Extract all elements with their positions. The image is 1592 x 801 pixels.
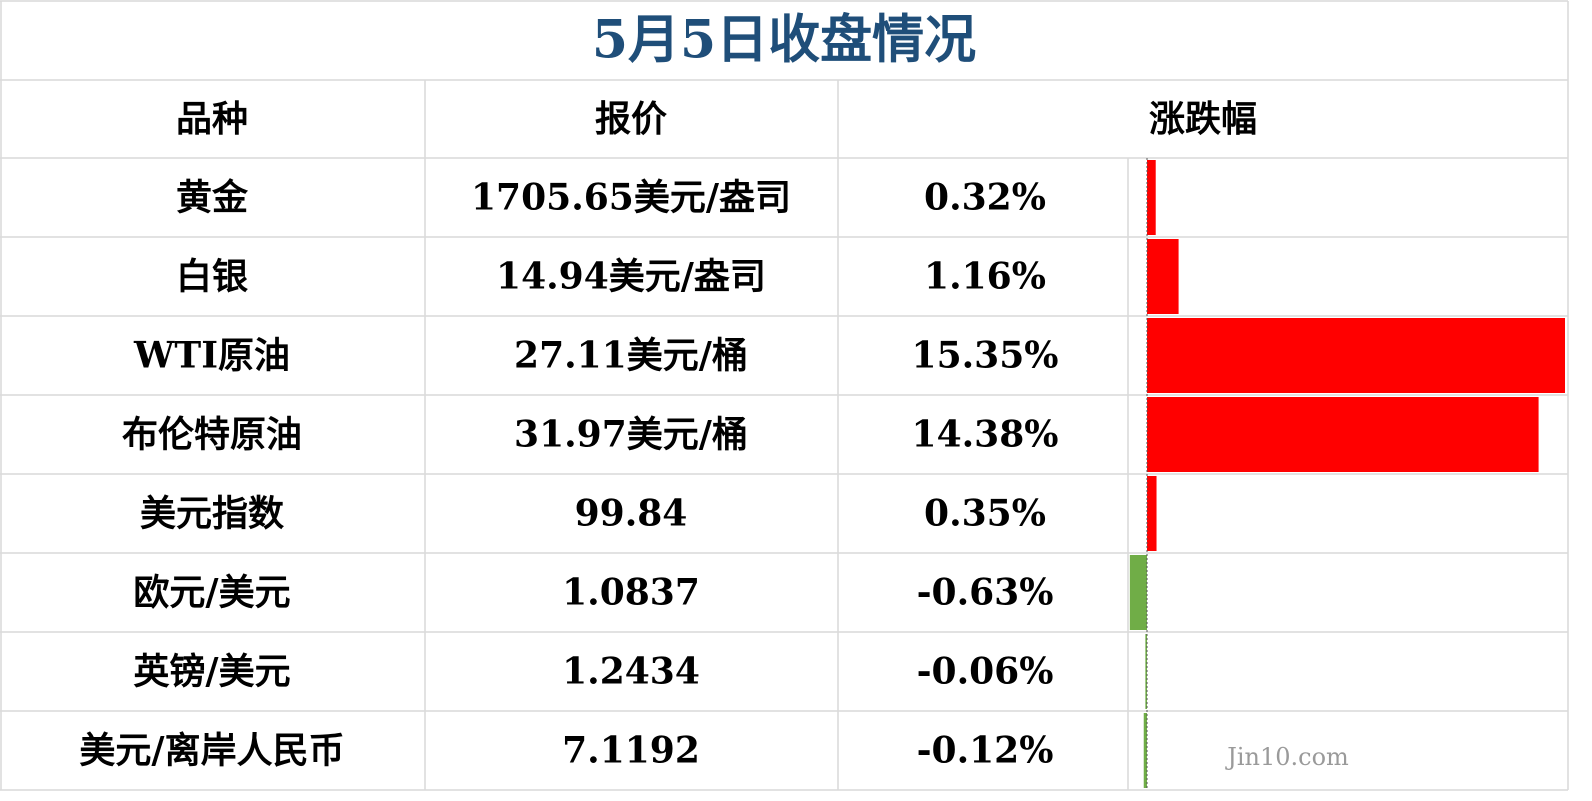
change-label: 0.35%: [924, 493, 1046, 535]
header: 报价: [595, 98, 667, 140]
item-name: 英镑/美元: [133, 651, 290, 693]
item-name: 黄金: [176, 177, 249, 219]
header: 涨跌幅: [1149, 98, 1257, 140]
item-name: 布伦特原油: [122, 414, 302, 456]
change-bar: [1147, 397, 1539, 472]
change-label: -0.12%: [917, 730, 1054, 772]
change-bar: [1147, 239, 1179, 314]
item-name: 美元/离岸人民币: [79, 730, 344, 772]
header: 品种: [176, 98, 248, 140]
price: 1705.65美元/盎司: [471, 177, 791, 219]
item-name: 白银: [176, 256, 248, 298]
change-label: 1.16%: [924, 256, 1046, 298]
title: 5月5日收盘情况: [592, 10, 976, 71]
price: 27.11美元/桶: [514, 335, 748, 377]
change-bar: [1147, 160, 1156, 235]
price: 7.1192: [562, 730, 700, 772]
change-label: -0.63%: [917, 572, 1054, 614]
change-bar: [1143, 713, 1147, 788]
change-label: 0.32%: [924, 177, 1046, 219]
price: 99.84: [575, 493, 688, 535]
item-name: WTI原油: [133, 335, 290, 377]
change-bar: [1129, 555, 1147, 630]
price: 1.0837: [562, 572, 700, 614]
change-bar: [1145, 634, 1147, 709]
change-label: -0.06%: [917, 651, 1054, 693]
price: 31.97美元/桶: [514, 414, 748, 456]
change-label: 15.35%: [912, 335, 1059, 377]
price: 1.2434: [562, 651, 700, 693]
change-bar: [1147, 476, 1157, 551]
watermark: Jin10.com: [1224, 743, 1349, 771]
item-name: 欧元/美元: [133, 572, 290, 614]
price: 14.94美元/盎司: [496, 256, 766, 298]
change-label: 14.38%: [912, 414, 1059, 456]
item-name: 美元指数: [140, 493, 284, 535]
change-bar: [1147, 318, 1565, 393]
